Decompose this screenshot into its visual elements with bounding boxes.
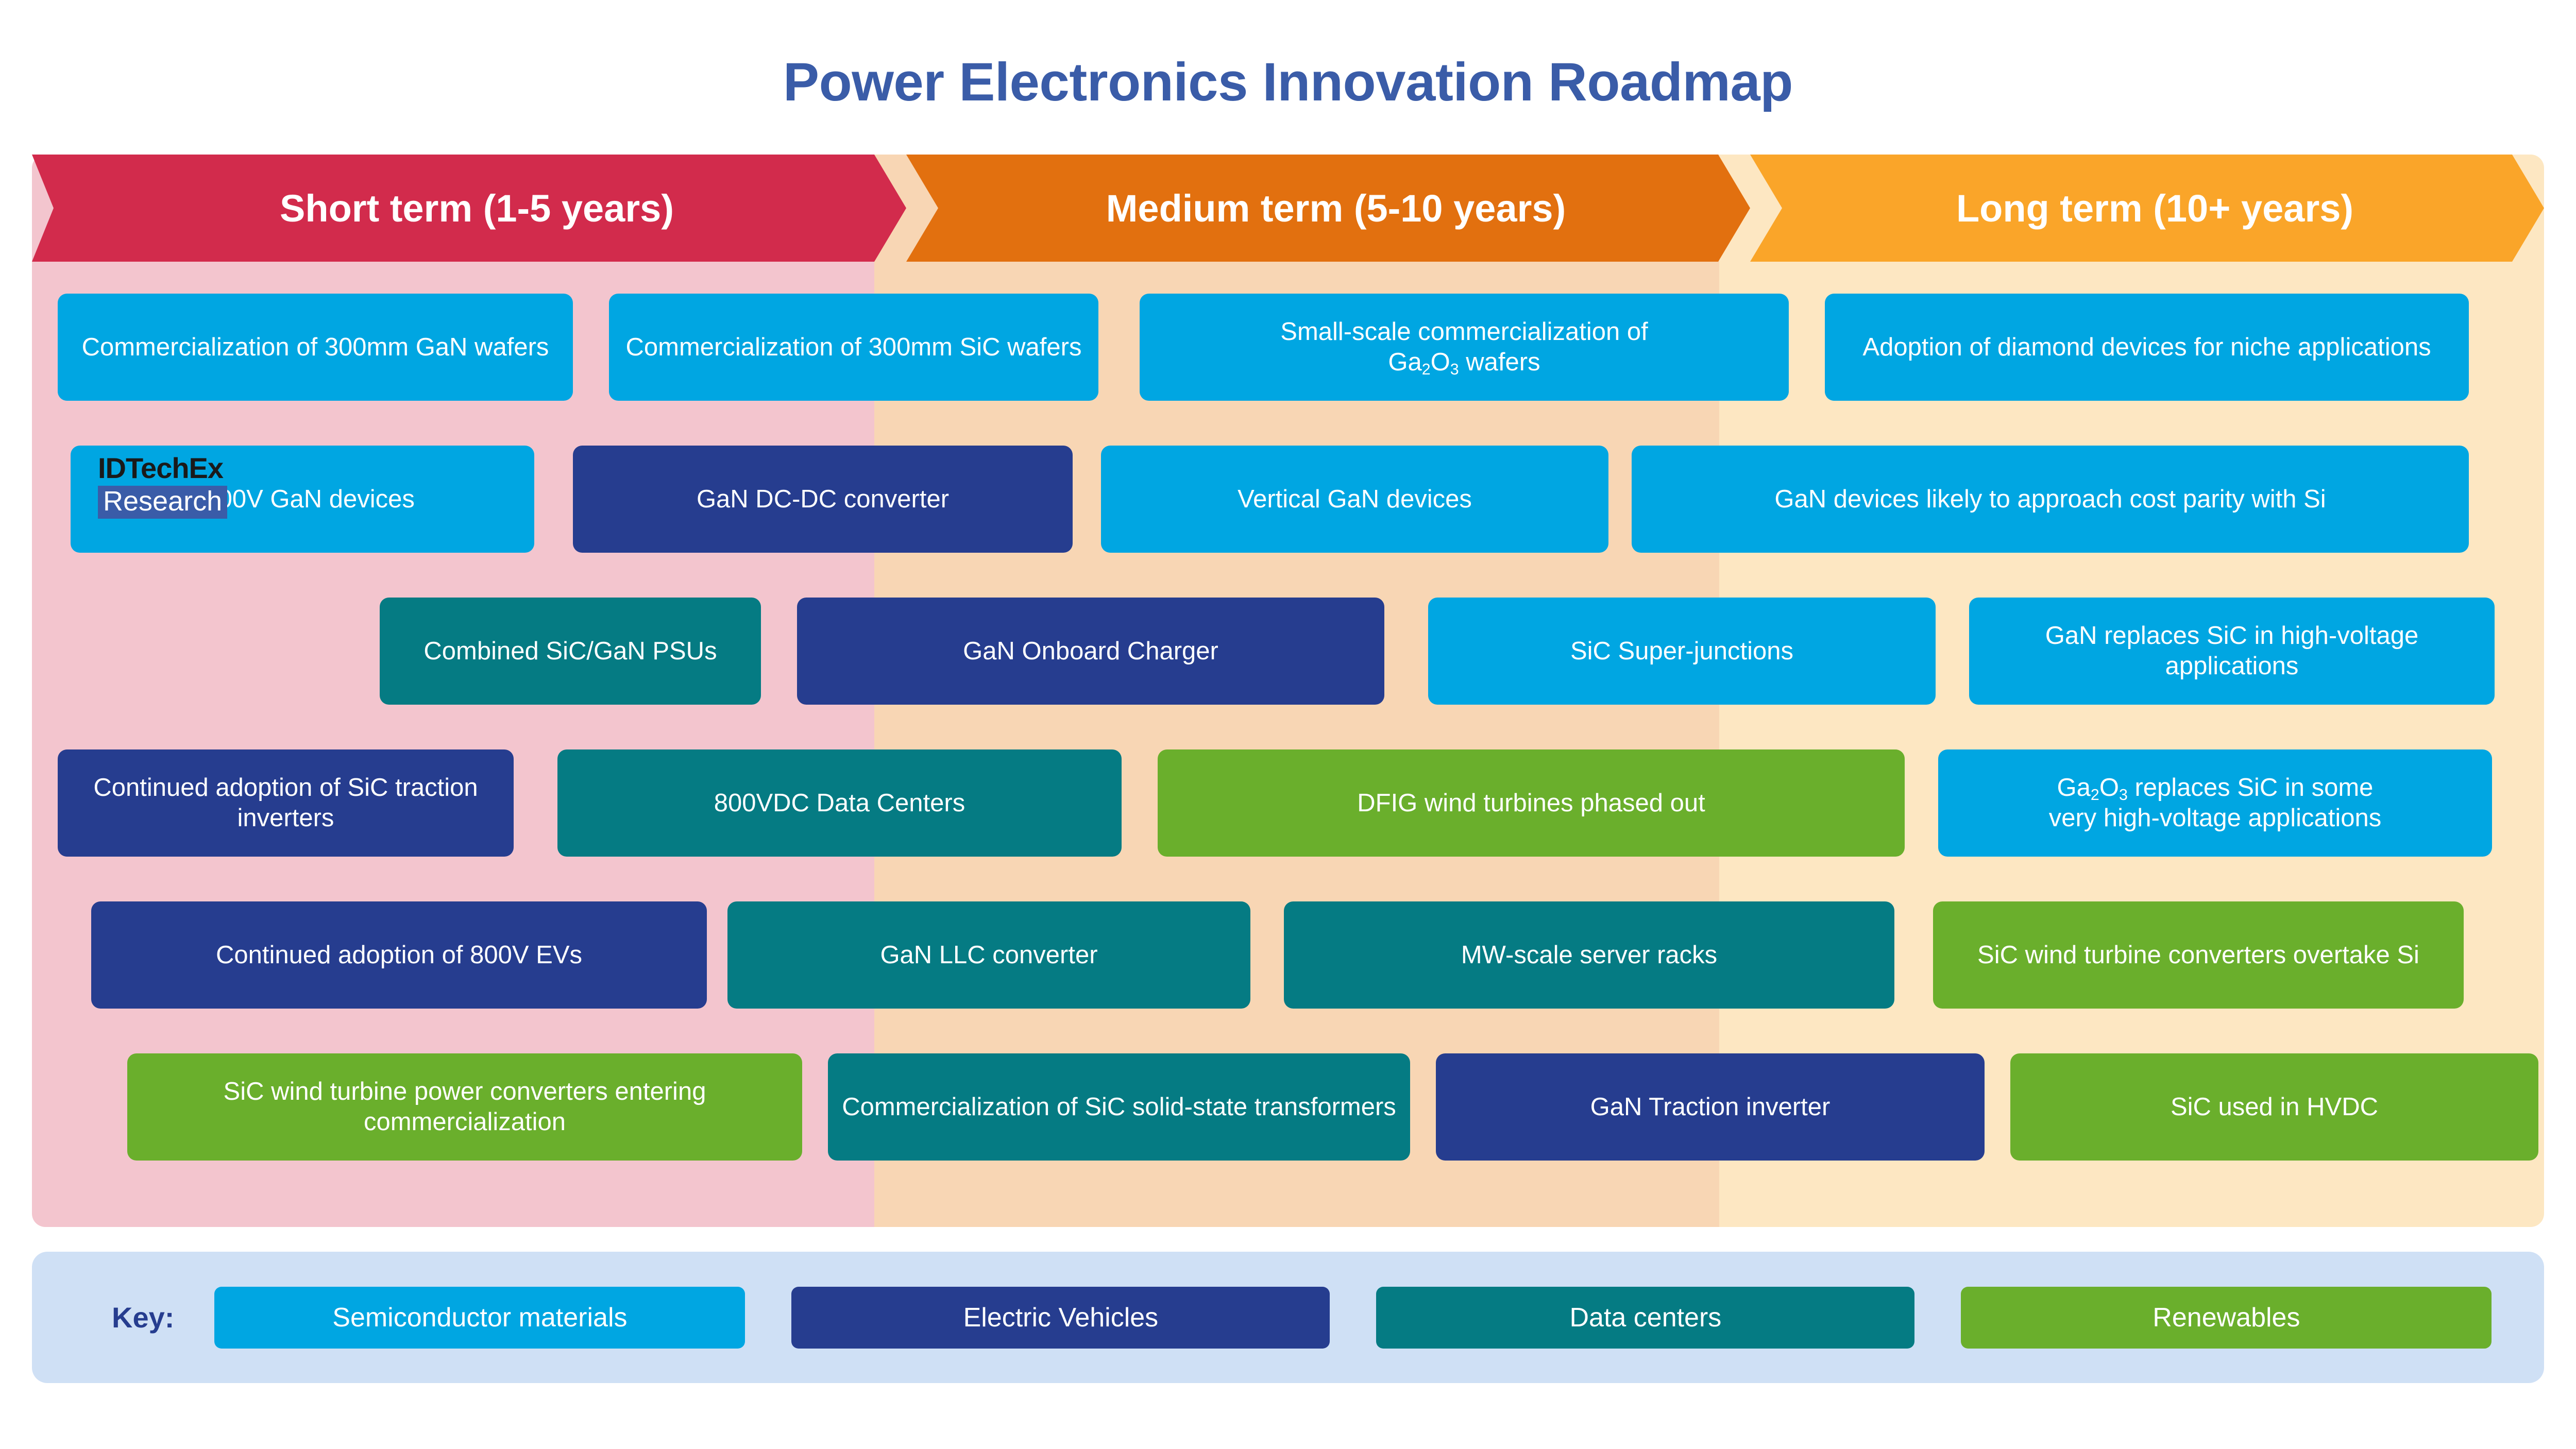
header-medium-term[interactable]: Medium term (5-10 years) — [906, 155, 1750, 262]
roadmap-item[interactable]: 1200V GaN devices — [71, 446, 534, 553]
roadmap-item[interactable]: Ga2O3 replaces SiC in some very high-volt… — [1938, 749, 2492, 857]
roadmap-item-label: Commercialization of 300mm GaN wafers — [81, 333, 549, 361]
key-item-electric-vehicles[interactable]: Electric Vehicles — [791, 1286, 1330, 1349]
roadmap-row: SiC wind turbine power converters enteri… — [32, 1053, 2544, 1161]
roadmap-item-label: GaN devices likely to approach cost pari… — [1774, 485, 2326, 513]
idtechex-wordmark: IDTechEx — [98, 452, 224, 484]
roadmap-item-label: Continued adoption of 800V EVs — [215, 941, 583, 969]
roadmap-item-label: GaN replaces SiC in high-voltage applica… — [2045, 622, 2419, 680]
timeline-header-row: Short term (1-5 years) Medium term (5-10… — [32, 155, 2544, 262]
roadmap-item-label: GaN Traction inverter — [1590, 1093, 1831, 1121]
key-item-data-centers[interactable]: Data centers — [1376, 1286, 1915, 1349]
roadmap-item[interactable]: Small-scale commercialization of Ga2O3 wa… — [1140, 294, 1789, 401]
key-item-label: Electric Vehicles — [963, 1302, 1159, 1333]
roadmap-item-label: SiC wind turbine power converters enteri… — [223, 1078, 706, 1136]
roadmap-item-label: 800VDC Data Centers — [714, 789, 965, 817]
roadmap-item-label: DFIG wind turbines phased out — [1357, 789, 1705, 817]
roadmap-item-label: GaN Onboard Charger — [963, 637, 1218, 665]
key-legend: Key: Semiconductor materials Electric Ve… — [32, 1252, 2544, 1383]
roadmap-panel: Short term (1-5 years) Medium term (5-10… — [32, 155, 2544, 1227]
roadmap-item-label: MW-scale server racks — [1461, 941, 1718, 969]
header-medium-term-label: Medium term (5-10 years) — [1106, 186, 1566, 230]
page-title: Power Electronics Innovation Roadmap — [783, 52, 1793, 112]
roadmap-item-label: Commercialization of 300mm SiC wafers — [625, 333, 1082, 361]
header-short-term[interactable]: Short term (1-5 years) — [32, 155, 906, 262]
roadmap-item-label: GaN DC-DC converter — [696, 485, 950, 513]
roadmap-item[interactable]: GaN Onboard Charger — [797, 598, 1384, 705]
roadmap-item-label: Continued adoption of SiC traction inver… — [93, 774, 478, 832]
roadmap-item-label: SiC used in HVDC — [2170, 1093, 2379, 1121]
roadmap-item[interactable]: Commercialization of SiC solid-state tra… — [828, 1053, 1410, 1161]
roadmap-item-label: Ga2O3 replaces SiC in some very high-volt… — [2048, 774, 2382, 832]
header-long-term[interactable]: Long term (10+ years) — [1750, 155, 2544, 262]
key-item-renewables[interactable]: Renewables — [1961, 1286, 2492, 1349]
key-item-label: Renewables — [2153, 1302, 2300, 1333]
roadmap-item[interactable]: GaN DC-DC converter — [573, 446, 1073, 553]
header-short-term-label: Short term (1-5 years) — [280, 186, 674, 230]
header-long-term-label: Long term (10+ years) — [1956, 186, 2354, 230]
key-item-semiconductor-materials[interactable]: Semiconductor materials — [214, 1286, 745, 1349]
roadmap-item[interactable]: DFIG wind turbines phased out — [1158, 749, 1905, 857]
roadmap-item[interactable]: Vertical GaN devices — [1101, 446, 1608, 553]
roadmap-item[interactable]: Continued adoption of SiC traction inver… — [58, 749, 514, 857]
key-item-label: Semiconductor materials — [332, 1302, 628, 1333]
roadmap-item[interactable]: 800VDC Data Centers — [557, 749, 1122, 857]
roadmap-row: Continued adoption of 800V EVs GaN LLC c… — [32, 901, 2544, 1009]
roadmap-item[interactable]: Continued adoption of 800V EVs — [91, 901, 707, 1009]
roadmap-row: Commercialization of 300mm GaN wafers Co… — [32, 294, 2544, 401]
roadmap-item[interactable]: Commercialization of 300mm SiC wafers — [609, 294, 1098, 401]
roadmap-item[interactable]: MW-scale server racks — [1284, 901, 1894, 1009]
roadmap-item[interactable]: GaN replaces SiC in high-voltage applica… — [1969, 598, 2495, 705]
roadmap-item[interactable]: Adoption of diamond devices for niche ap… — [1825, 294, 2469, 401]
roadmap-item[interactable]: SiC wind turbine power converters enteri… — [127, 1053, 802, 1161]
roadmap-row: 1200V GaN devices GaN DC-DC converter Ve… — [32, 446, 2544, 553]
key-label: Key: — [112, 1301, 175, 1334]
roadmap-item-label: 1200V GaN devices — [190, 485, 415, 513]
roadmap-item[interactable]: SiC used in HVDC — [2010, 1053, 2538, 1161]
roadmap-item-label: SiC Super-junctions — [1570, 637, 1794, 665]
roadmap-item[interactable]: GaN LLC converter — [727, 901, 1250, 1009]
idtechex-research-badge: Research — [98, 485, 228, 519]
roadmap-item-label: SiC wind turbine converters overtake Si — [1977, 941, 2419, 969]
roadmap-item[interactable]: Commercialization of 300mm GaN wafers — [58, 294, 573, 401]
roadmap-item[interactable]: GaN Traction inverter — [1436, 1053, 1985, 1161]
roadmap-item-label: Adoption of diamond devices for niche ap… — [1862, 333, 2431, 361]
roadmap-item[interactable]: GaN devices likely to approach cost pari… — [1632, 446, 2469, 553]
roadmap-item-label: Combined SiC/GaN PSUs — [423, 637, 717, 665]
idtechex-logo: IDTechEx Research — [98, 453, 247, 519]
roadmap-item-label: Vertical GaN devices — [1238, 485, 1472, 513]
key-item-label: Data centers — [1569, 1302, 1722, 1333]
roadmap-item-label: Commercialization of SiC solid-state tra… — [842, 1093, 1396, 1121]
roadmap-item-label: GaN LLC converter — [880, 941, 1098, 969]
roadmap-item[interactable]: SiC wind turbine converters overtake Si — [1933, 901, 2464, 1009]
roadmap-row: Combined SiC/GaN PSUs GaN Onboard Charge… — [32, 598, 2544, 705]
roadmap-row: Continued adoption of SiC traction inver… — [32, 749, 2544, 857]
roadmap-item[interactable]: SiC Super-junctions — [1428, 598, 1936, 705]
roadmap-item-label: Small-scale commercialization of Ga2O3 wa… — [1280, 318, 1648, 378]
roadmap-item[interactable]: Combined SiC/GaN PSUs — [380, 598, 761, 705]
